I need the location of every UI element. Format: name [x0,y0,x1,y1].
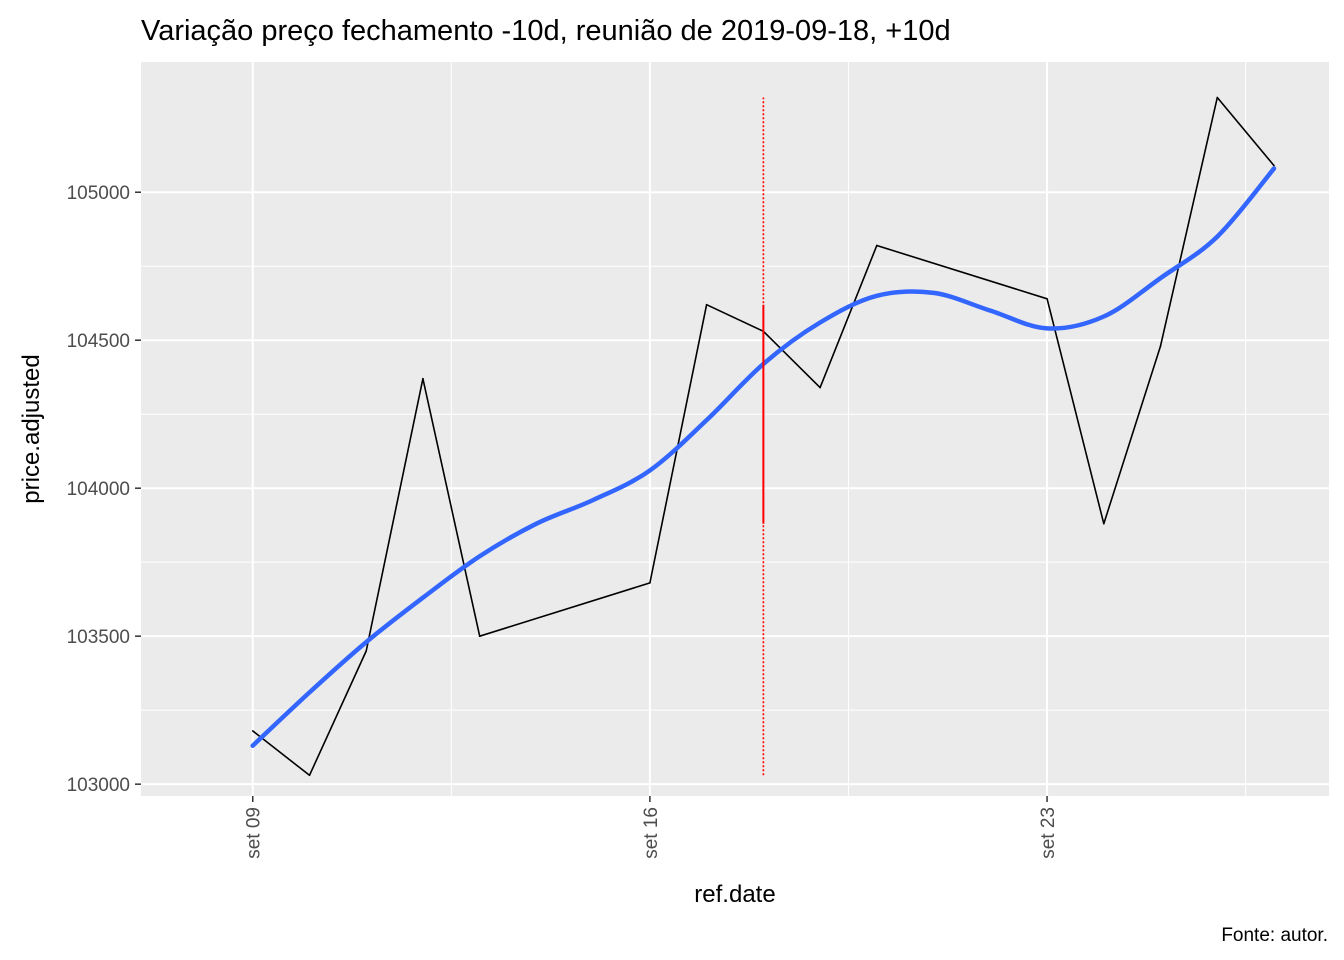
x-tick-label: set 16 [641,807,662,859]
y-axis: 103000 103500 104000 104500 105000 [67,183,141,796]
chart-caption: Fonte: autor. [1221,925,1328,946]
y-tick-label: 103500 [67,627,130,648]
price-point [422,377,424,380]
smooth-trend-line [250,166,1277,748]
price-point [1216,96,1219,99]
price-point [1046,297,1048,300]
chart-title: Variação preço fechamento -10d, reunião … [141,15,951,47]
y-axis-title: price.adjusted [18,354,45,503]
smooth-layer [250,166,1277,748]
price-point [705,303,708,306]
price-point [1102,522,1105,525]
price-point [1273,164,1275,167]
price-point [649,582,651,584]
plot-panel [141,62,1329,796]
price-point [876,244,878,247]
y-tick-label: 105000 [67,183,130,204]
price-point [1159,345,1162,347]
grid-major [141,62,1329,796]
x-axis: set 09 set 16 set 23 [244,796,1059,859]
price-point [478,635,481,637]
price-point [308,774,311,777]
price-point [251,730,254,732]
y-tick-label: 104500 [67,331,130,352]
x-axis-title: ref.date [694,881,775,908]
price-point [365,650,368,652]
x-tick-label: set 09 [244,807,265,859]
y-tick-label: 104000 [67,479,130,500]
price-point [819,386,821,389]
y-tick-label: 103000 [67,775,130,796]
x-tick-label: set 23 [1038,807,1059,859]
